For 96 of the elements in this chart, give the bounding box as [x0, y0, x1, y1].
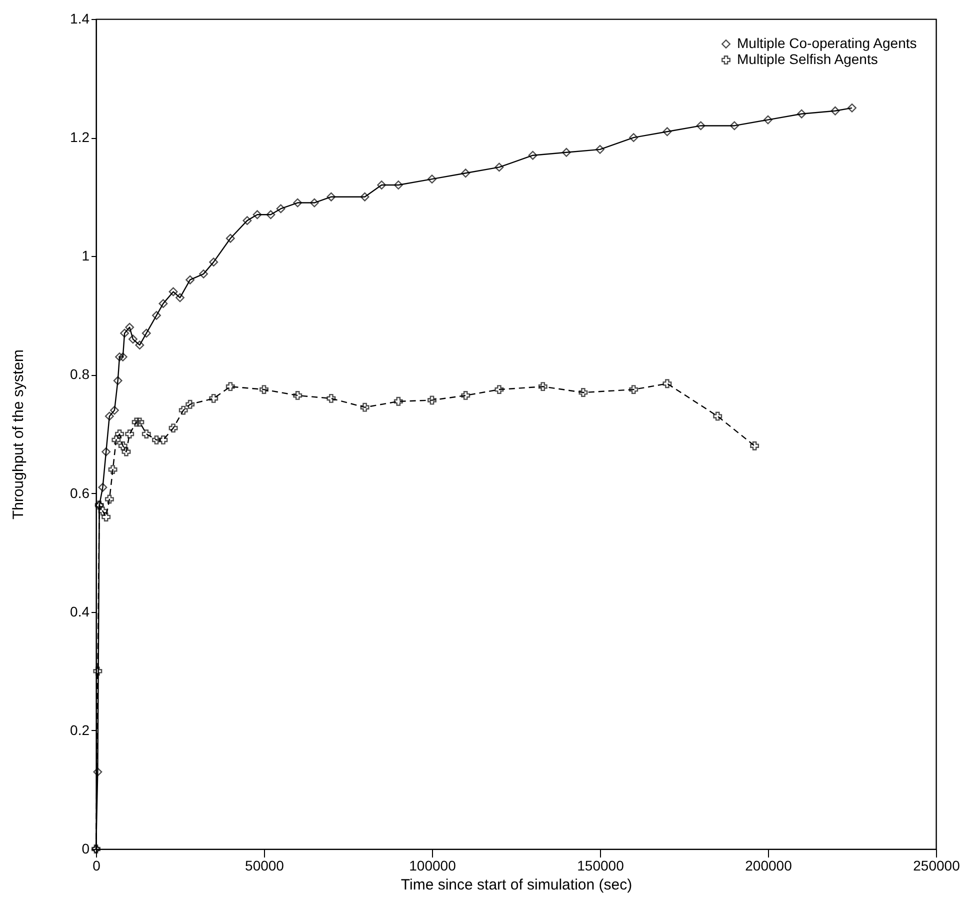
point	[562, 148, 571, 157]
point	[209, 394, 218, 403]
point	[125, 430, 134, 438]
point	[326, 192, 336, 202]
point	[135, 340, 144, 350]
point	[186, 275, 195, 284]
point	[118, 352, 128, 362]
point	[428, 174, 436, 184]
point	[730, 121, 739, 130]
point	[528, 150, 538, 160]
x-tick-label: 150000	[577, 858, 624, 874]
point	[98, 482, 108, 492]
point	[132, 418, 141, 427]
point	[260, 385, 268, 394]
point	[168, 424, 178, 433]
point	[252, 210, 262, 220]
point	[394, 180, 403, 190]
point	[199, 269, 208, 278]
point	[125, 322, 134, 332]
point	[662, 379, 672, 388]
y-tick-label: 0	[82, 840, 90, 856]
point	[178, 406, 188, 415]
y-tick-label: 0.4	[70, 603, 90, 620]
point	[120, 328, 130, 338]
point	[360, 192, 370, 202]
point	[102, 512, 111, 522]
y-tick-label: 1.4	[70, 10, 90, 26]
point	[266, 210, 276, 220]
point	[108, 465, 118, 474]
point	[377, 180, 386, 190]
point	[186, 400, 195, 409]
point	[713, 412, 722, 421]
point	[112, 435, 121, 444]
point	[750, 441, 760, 450]
point	[696, 121, 706, 130]
point	[360, 402, 370, 412]
point	[461, 168, 470, 178]
point	[578, 388, 588, 397]
point	[394, 396, 403, 406]
y-tick-label: 1.2	[70, 129, 90, 146]
point	[276, 204, 286, 214]
point	[158, 299, 168, 308]
point	[428, 396, 436, 405]
point	[104, 494, 114, 504]
point	[128, 334, 138, 344]
y-tick-label: 0.8	[70, 366, 90, 382]
point	[848, 103, 856, 112]
point	[293, 390, 302, 400]
point	[115, 352, 124, 362]
point	[118, 441, 128, 450]
point	[102, 447, 111, 456]
point	[326, 394, 336, 403]
point	[242, 216, 252, 226]
point	[830, 106, 840, 116]
y-tick-label: 0.6	[70, 484, 90, 501]
point	[93, 666, 102, 676]
point	[629, 385, 638, 394]
point	[168, 287, 178, 296]
point	[226, 382, 235, 392]
point	[110, 406, 119, 415]
x-axis-title: Time since start of simulation (sec)	[400, 876, 632, 894]
legend-label: Multiple Co-operating Agents	[737, 35, 917, 51]
point	[293, 198, 302, 208]
point	[152, 435, 161, 444]
point	[98, 506, 108, 516]
legend-label: Multiple Selfish Agents	[737, 51, 878, 67]
point	[596, 144, 604, 154]
x-tick-label: 250000	[913, 858, 960, 874]
point	[461, 390, 470, 400]
point	[310, 198, 319, 208]
point	[226, 234, 235, 243]
point	[209, 258, 218, 267]
point	[176, 293, 184, 302]
x-tick-label: 200000	[745, 858, 792, 874]
point	[122, 447, 131, 456]
point	[152, 310, 161, 320]
point	[113, 376, 122, 386]
x-tick-label: 50000	[245, 858, 284, 874]
point	[135, 418, 144, 427]
point	[629, 133, 638, 142]
point	[662, 127, 672, 136]
point	[494, 385, 504, 394]
point	[538, 382, 548, 392]
x-tick-label: 100000	[409, 858, 456, 874]
y-axis-title: Throughput of the system	[10, 349, 28, 520]
y-tick-label: 0.2	[70, 722, 90, 738]
point	[104, 412, 114, 421]
point	[158, 435, 168, 444]
y-tick-label: 1	[82, 248, 90, 264]
point	[115, 430, 124, 438]
point	[494, 162, 504, 172]
point	[142, 430, 151, 438]
point	[764, 115, 772, 124]
x-tick-label: 0	[92, 858, 101, 874]
point	[142, 328, 151, 338]
point	[797, 109, 806, 118]
